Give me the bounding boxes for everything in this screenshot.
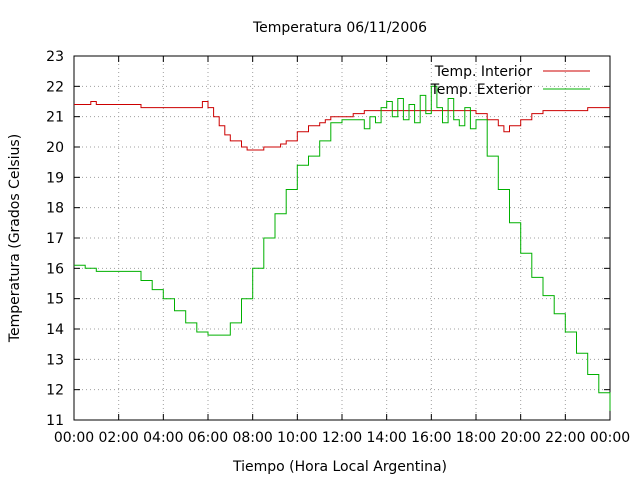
y-tick-label: 13 xyxy=(46,352,64,368)
grid-lines xyxy=(74,56,610,420)
y-axis-label: Temperatura (Grados Celsius) xyxy=(7,134,23,343)
y-tick-label: 11 xyxy=(46,413,64,429)
x-tick-label: 20:00 xyxy=(500,430,540,446)
series-group xyxy=(74,85,611,411)
legend: Temp. Interior Temp. Exterior xyxy=(430,64,590,98)
x-tick-label: 02:00 xyxy=(98,430,138,446)
x-tick-label: 04:00 xyxy=(143,430,183,446)
y-tick-label: 14 xyxy=(46,322,64,338)
axis-ticks: 00:00 02:00 04:00 06:00 08:00 10:00 12:00 14:00… xyxy=(46,49,630,446)
series-line-exterior xyxy=(74,85,611,411)
y-tick-label: 16 xyxy=(46,261,64,277)
x-axis-label: Tiempo (Hora Local Argentina) xyxy=(232,459,447,475)
x-tick-label: 00:00 xyxy=(590,430,630,446)
x-tick-label: 12:00 xyxy=(322,430,362,446)
y-tick-label: 18 xyxy=(46,201,64,217)
x-tick-label: 14:00 xyxy=(366,430,406,446)
x-tick-label: 10:00 xyxy=(277,430,317,446)
x-tick-label: 08:00 xyxy=(232,430,272,446)
y-tick-label: 20 xyxy=(46,140,64,156)
x-tick-label: 00:00 xyxy=(54,430,94,446)
y-tick-label: 17 xyxy=(46,231,64,247)
y-tick-label: 19 xyxy=(46,170,64,186)
y-tick-label: 15 xyxy=(46,292,64,308)
series-line-interior xyxy=(74,101,610,151)
y-tick-label: 21 xyxy=(46,110,64,126)
y-tick-label: 22 xyxy=(46,79,64,95)
x-tick-label: 16:00 xyxy=(411,430,451,446)
legend-label-interior: Temp. Interior xyxy=(434,64,533,80)
legend-label-exterior: Temp. Exterior xyxy=(430,82,533,98)
x-tick-label: 22:00 xyxy=(545,430,585,446)
chart-title: Temperatura 06/11/2006 xyxy=(252,20,427,36)
y-tick-label: 23 xyxy=(46,49,64,65)
x-tick-label: 18:00 xyxy=(456,430,496,446)
x-tick-label: 06:00 xyxy=(188,430,228,446)
y-tick-label: 12 xyxy=(46,383,64,399)
